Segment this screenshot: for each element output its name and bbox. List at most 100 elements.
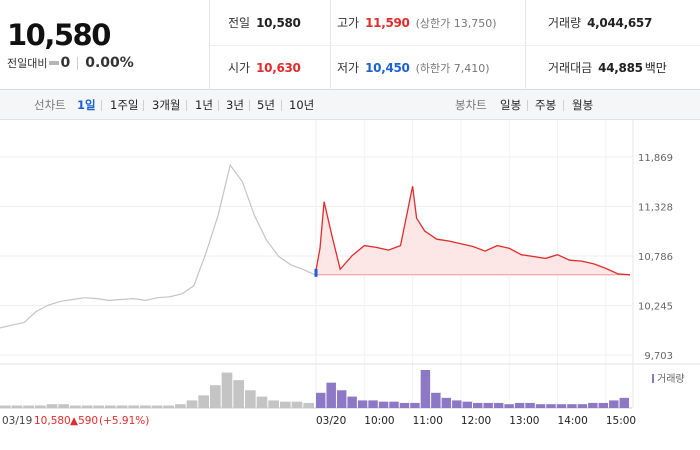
volume-bar-prev	[105, 405, 116, 408]
volume-value: 4,044,657	[587, 15, 652, 30]
row-divider	[210, 45, 700, 46]
volume-bar-prev	[0, 405, 11, 408]
open-cell: 시가 10,630	[228, 45, 301, 90]
volume-bar-prev	[175, 404, 186, 408]
volume-bar-prev	[81, 405, 93, 408]
volume-bar-prev	[256, 396, 268, 408]
tab-weekly[interactable]: 주봉	[535, 98, 557, 112]
volume-bar-today	[452, 400, 462, 408]
prev-close-cell: 전일 10,580	[228, 0, 301, 45]
high-value: 11,590	[365, 15, 410, 30]
legend-swatch	[652, 374, 654, 383]
divider	[77, 56, 79, 70]
volume-bar-today	[431, 392, 441, 408]
volume-bar-today	[336, 390, 347, 408]
volume-bar-prev	[245, 390, 256, 408]
x-tick-label: 14:00	[558, 415, 588, 427]
volume-label: 거래량	[548, 16, 582, 30]
tab-5years[interactable]: 5년	[257, 98, 275, 112]
volume-bar-today	[483, 402, 493, 408]
open-label: 시가	[228, 61, 251, 75]
volume-bar-prev	[70, 405, 81, 408]
tab-divider	[186, 100, 187, 111]
tab-monthly[interactable]: 월봉	[572, 98, 594, 112]
volume-bar-prev	[140, 405, 151, 408]
tab-1year[interactable]: 1년	[195, 98, 213, 112]
volume-bar-prev	[268, 400, 279, 408]
tab-daily[interactable]: 일봉	[500, 98, 522, 112]
tab-divider	[563, 100, 564, 111]
y-tick-label: 9,703	[644, 351, 673, 362]
volume-bar-today	[546, 404, 556, 408]
volume-bar-prev	[35, 405, 46, 408]
volume-bar-prev	[303, 402, 314, 408]
candle-chart-label: 봉차트	[455, 98, 487, 112]
volume-cell: 거래량 4,044,657	[548, 0, 652, 45]
volume-bar-prev	[23, 405, 34, 408]
volume-bar-prev	[58, 404, 69, 408]
line-chart-label: 선차트	[34, 98, 66, 112]
volume-bar-today	[525, 402, 535, 408]
flat-icon	[49, 61, 60, 65]
volume-bar-today	[473, 402, 483, 408]
footer-date: 03/19	[2, 415, 32, 427]
tab-divider	[281, 100, 282, 111]
tab-3years[interactable]: 3년	[226, 98, 244, 112]
y-tick-label: 11,869	[638, 153, 673, 164]
volume-bar-today	[504, 404, 514, 408]
quote-header: 10,580 전일대비 0 0.00% 전일 10,580 시가 10,630 …	[0, 0, 700, 90]
tab-divider	[101, 100, 102, 111]
volume-bar-today	[577, 404, 588, 408]
legend-label: 거래량	[657, 373, 685, 385]
y-tick-label: 10,245	[638, 301, 673, 312]
change-row: 전일대비 0 0.00%	[7, 55, 134, 71]
footer-change: ▲590	[70, 415, 98, 427]
tab-10years[interactable]: 10년	[289, 98, 315, 112]
open-marker	[314, 268, 318, 277]
volume-bar-today	[535, 404, 546, 408]
volume-bar-today	[357, 400, 368, 408]
prev-close-label: 전일	[228, 16, 251, 30]
volume-bar-prev	[221, 372, 233, 408]
volume-bar-today	[493, 402, 504, 408]
volume-bar-prev	[186, 400, 198, 408]
volume-bar-prev	[116, 405, 128, 408]
volume-bar-prev	[93, 405, 104, 408]
volume-bar-prev	[163, 405, 174, 408]
volume-bar-today	[347, 396, 357, 408]
trade-value: 44,885	[598, 60, 643, 75]
volume-bar-today	[316, 392, 326, 408]
change-percent: 0.00%	[85, 55, 134, 71]
tab-3months[interactable]: 3개월	[152, 98, 181, 112]
y-tick-label: 10,786	[638, 252, 673, 263]
volume-bar-prev	[11, 405, 23, 408]
current-price: 10,580	[7, 18, 111, 52]
volume-bar-today	[556, 404, 567, 408]
price-chart: 11,869 11,328 10,786 10,245 9,703 거래량 03/20 10:…	[0, 120, 700, 427]
low-cell: 저가 10,450 (하한가 7,410)	[337, 45, 490, 90]
volume-bar-prev	[233, 380, 244, 408]
tab-1day[interactable]: 1일	[77, 98, 96, 112]
volume-bar-today	[389, 401, 399, 408]
tab-1week[interactable]: 1주일	[110, 98, 139, 112]
volume-bar-today	[609, 400, 619, 408]
volume-bar-today	[588, 402, 598, 408]
prev-close-value: 10,580	[256, 15, 301, 30]
low-value: 10,450	[365, 60, 410, 75]
volume-bar-prev	[46, 404, 58, 408]
volume-bar-today	[368, 400, 378, 408]
volume-bar-prev	[210, 385, 221, 408]
change-label: 전일대비	[7, 57, 48, 70]
volume-bar-today	[619, 397, 629, 408]
previous-day-line	[0, 163, 316, 329]
volume-bar-today	[598, 402, 609, 408]
x-tick-label: 11:00	[413, 415, 443, 427]
volume-bar-prev	[280, 401, 291, 408]
volume-bar-today	[420, 370, 431, 408]
period-tabs: 선차트 1일 1주일 3개월 1년 3년 5년 10년 봉차트 일봉 주봉 월봉	[0, 90, 700, 120]
volume-bar-today	[326, 382, 336, 408]
tab-divider	[143, 100, 144, 111]
today-area	[316, 186, 630, 275]
footer-change-pct: (+5.91%)	[99, 415, 149, 427]
